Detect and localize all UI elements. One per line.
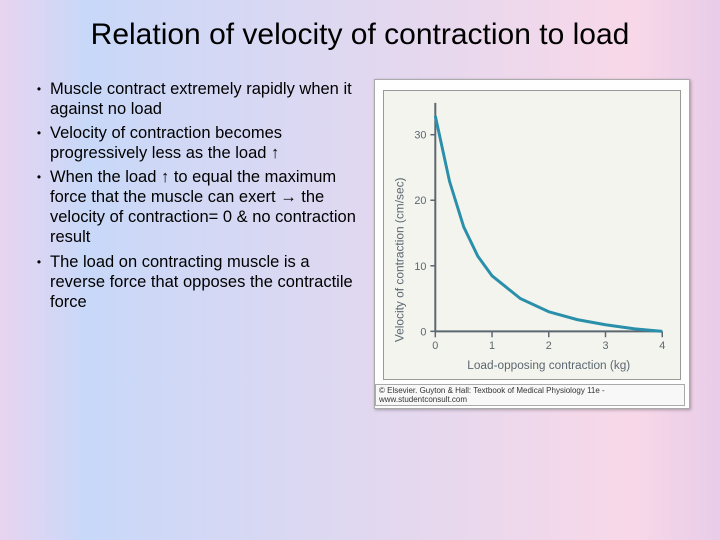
list-item: • When the load ↑ to equal the maximum f…	[28, 167, 362, 248]
bullet-marker: •	[28, 167, 50, 248]
copyright-text: © Elsevier. Guyton & Hall: Textbook of M…	[375, 384, 685, 406]
xtick-1: 1	[489, 340, 495, 352]
chart-background: 0 10 20 30 0 1	[383, 90, 681, 380]
bullet-list: • Muscle contract extremely rapidly when…	[28, 79, 362, 312]
xtick-3: 3	[602, 340, 608, 352]
bullet-column: • Muscle contract extremely rapidly when…	[28, 79, 368, 409]
bullet-marker: •	[28, 123, 50, 163]
bullet-text: Velocity of contraction becomes progress…	[50, 123, 362, 163]
ytick-30: 30	[414, 129, 426, 141]
chart-container: 0 10 20 30 0 1	[374, 79, 690, 409]
x-ticks: 0 1 2 3 4	[432, 331, 665, 352]
velocity-curve	[435, 115, 662, 330]
x-axis-label: Load-opposing contraction (kg)	[467, 358, 630, 372]
velocity-load-chart: 0 10 20 30 0 1	[384, 91, 680, 379]
bullet-marker: •	[28, 252, 50, 312]
y-axis-label: Velocity of contraction (cm/sec)	[393, 177, 407, 342]
xtick-4: 4	[659, 340, 665, 352]
bullet-text: Muscle contract extremely rapidly when i…	[50, 79, 362, 119]
list-item: • Muscle contract extremely rapidly when…	[28, 79, 362, 119]
xtick-0: 0	[432, 340, 438, 352]
y-ticks: 0 10 20 30	[414, 129, 435, 338]
slide-title: Relation of velocity of contraction to l…	[28, 18, 692, 53]
chart-column: 0 10 20 30 0 1	[374, 79, 692, 409]
bullet-text: When the load ↑ to equal the maximum for…	[50, 167, 362, 248]
xtick-2: 2	[546, 340, 552, 352]
list-item: • The load on contracting muscle is a re…	[28, 252, 362, 312]
list-item: • Velocity of contraction becomes progre…	[28, 123, 362, 163]
ytick-0: 0	[420, 326, 426, 338]
bullet-text: The load on contracting muscle is a reve…	[50, 252, 362, 312]
ytick-20: 20	[414, 195, 426, 207]
ytick-10: 10	[414, 260, 426, 272]
bullet-marker: •	[28, 79, 50, 119]
